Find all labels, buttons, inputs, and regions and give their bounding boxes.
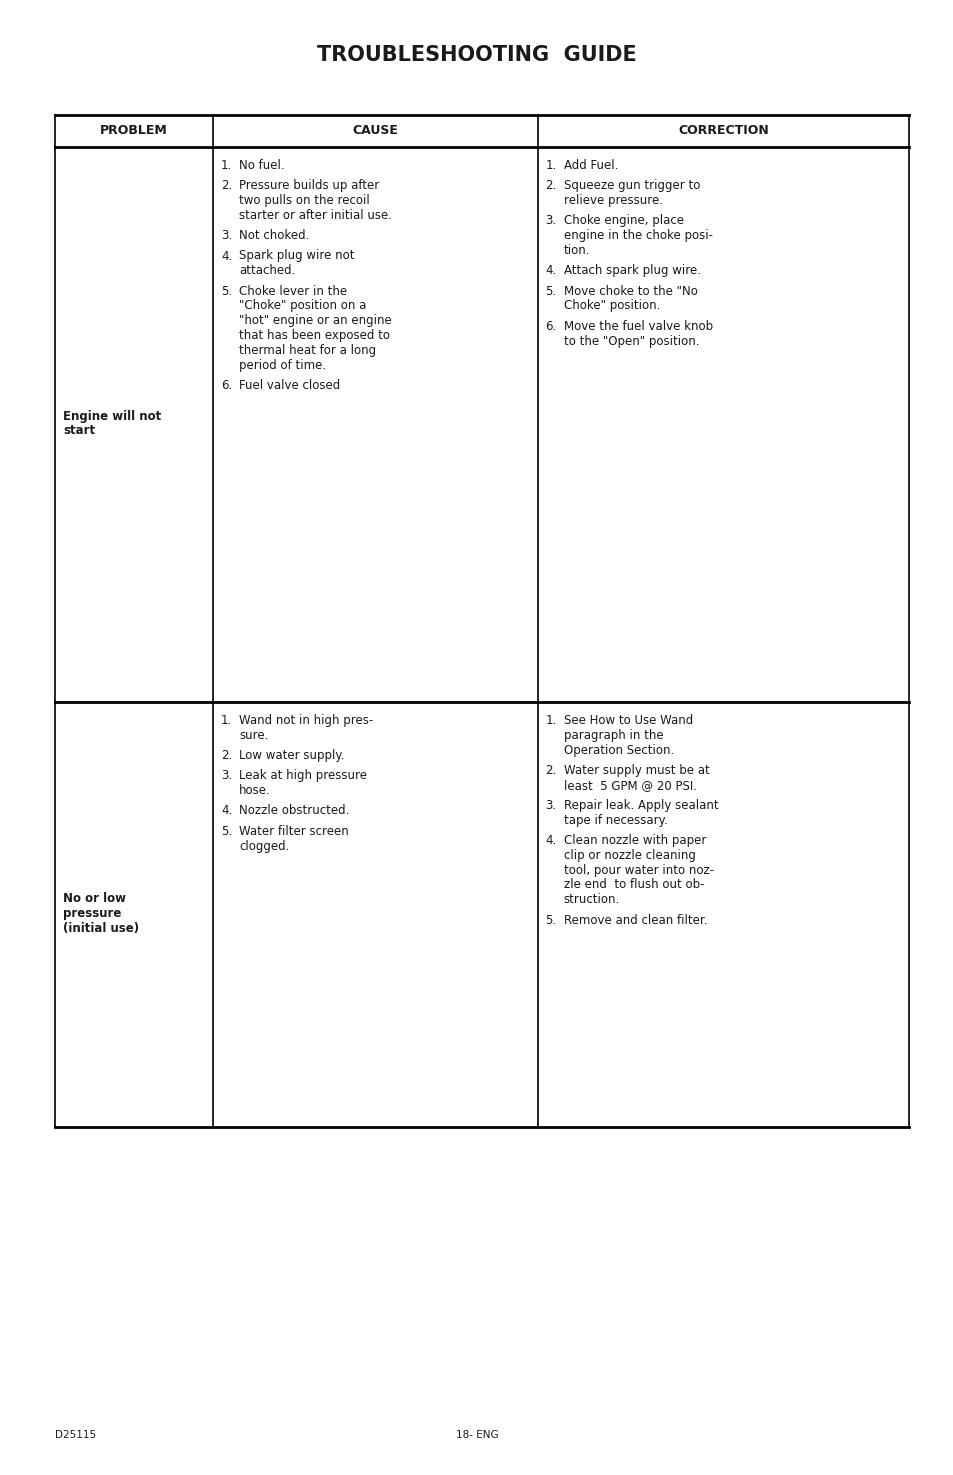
Text: CAUSE: CAUSE	[352, 124, 397, 137]
Text: Remove and clean filter.: Remove and clean filter.	[563, 913, 706, 926]
Text: 3.: 3.	[545, 214, 556, 227]
Text: thermal heat for a long: thermal heat for a long	[239, 344, 375, 357]
Text: Move the fuel valve knob: Move the fuel valve knob	[563, 320, 712, 333]
Text: 4.: 4.	[221, 804, 232, 817]
Text: 1.: 1.	[545, 159, 557, 173]
Text: 6.: 6.	[221, 379, 232, 392]
Text: Engine will not: Engine will not	[63, 410, 161, 423]
Text: start: start	[63, 425, 95, 438]
Text: Wand not in high pres-: Wand not in high pres-	[239, 714, 373, 727]
Text: (initial use): (initial use)	[63, 922, 139, 935]
Text: Spark plug wire not: Spark plug wire not	[239, 249, 355, 263]
Text: 2.: 2.	[545, 180, 557, 192]
Text: starter or after initial use.: starter or after initial use.	[239, 209, 392, 221]
Text: 1.: 1.	[221, 159, 232, 173]
Text: hose.: hose.	[239, 785, 271, 796]
Text: struction.: struction.	[563, 894, 619, 906]
Text: zle end  to flush out ob-: zle end to flush out ob-	[563, 879, 703, 891]
Text: 4.: 4.	[545, 833, 557, 847]
Text: sure.: sure.	[239, 729, 268, 742]
Text: See How to Use Wand: See How to Use Wand	[563, 714, 692, 727]
Text: Water supply must be at: Water supply must be at	[563, 764, 708, 777]
Text: 2.: 2.	[545, 764, 557, 777]
Text: 2.: 2.	[221, 180, 232, 192]
Text: 5.: 5.	[221, 825, 232, 838]
Text: Operation Section.: Operation Section.	[563, 743, 673, 757]
Text: Repair leak. Apply sealant: Repair leak. Apply sealant	[563, 799, 718, 813]
Text: clip or nozzle cleaning: clip or nozzle cleaning	[563, 850, 695, 861]
Text: Nozzle obstructed.: Nozzle obstructed.	[239, 804, 349, 817]
Text: two pulls on the recoil: two pulls on the recoil	[239, 195, 370, 207]
Text: pressure: pressure	[63, 907, 121, 920]
Text: Move choke to the "No: Move choke to the "No	[563, 285, 697, 298]
Text: 18- ENG: 18- ENG	[456, 1429, 497, 1440]
Text: D25115: D25115	[55, 1429, 96, 1440]
Text: 1.: 1.	[545, 714, 557, 727]
Text: 3.: 3.	[545, 799, 556, 813]
Text: PROBLEM: PROBLEM	[100, 124, 168, 137]
Text: 6.: 6.	[545, 320, 557, 333]
Text: 4.: 4.	[545, 264, 557, 277]
Text: Leak at high pressure: Leak at high pressure	[239, 770, 367, 782]
Text: Choke" position.: Choke" position.	[563, 299, 659, 313]
Text: tape if necessary.: tape if necessary.	[563, 814, 666, 827]
Text: Squeeze gun trigger to: Squeeze gun trigger to	[563, 180, 700, 192]
Text: No or low: No or low	[63, 892, 126, 906]
Text: Attach spark plug wire.: Attach spark plug wire.	[563, 264, 700, 277]
Text: TROUBLESHOOTING  GUIDE: TROUBLESHOOTING GUIDE	[316, 46, 637, 65]
Text: Choke lever in the: Choke lever in the	[239, 285, 347, 298]
Text: Fuel valve closed: Fuel valve closed	[239, 379, 340, 392]
Text: paragraph in the: paragraph in the	[563, 729, 662, 742]
Text: Low water supply.: Low water supply.	[239, 749, 344, 763]
Text: clogged.: clogged.	[239, 839, 289, 853]
Text: attached.: attached.	[239, 264, 295, 277]
Text: CORRECTION: CORRECTION	[678, 124, 768, 137]
Text: "Choke" position on a: "Choke" position on a	[239, 299, 366, 313]
Text: Choke engine, place: Choke engine, place	[563, 214, 682, 227]
Text: 1.: 1.	[221, 714, 232, 727]
Text: 3.: 3.	[221, 770, 232, 782]
Text: 4.: 4.	[221, 249, 232, 263]
Text: Clean nozzle with paper: Clean nozzle with paper	[563, 833, 705, 847]
Text: 3.: 3.	[221, 229, 232, 242]
Text: 2.: 2.	[221, 749, 232, 763]
Text: that has been exposed to: that has been exposed to	[239, 329, 390, 342]
Text: Water filter screen: Water filter screen	[239, 825, 349, 838]
Text: least  5 GPM @ 20 PSI.: least 5 GPM @ 20 PSI.	[563, 779, 696, 792]
Text: "hot" engine or an engine: "hot" engine or an engine	[239, 314, 392, 327]
Text: tool, pour water into noz-: tool, pour water into noz-	[563, 864, 713, 876]
Text: Not choked.: Not choked.	[239, 229, 309, 242]
Text: relieve pressure.: relieve pressure.	[563, 195, 661, 207]
Text: 5.: 5.	[545, 285, 556, 298]
Text: to the "Open" position.: to the "Open" position.	[563, 335, 699, 348]
Text: 5.: 5.	[221, 285, 232, 298]
Text: period of time.: period of time.	[239, 358, 326, 372]
Text: engine in the choke posi-: engine in the choke posi-	[563, 229, 712, 242]
Text: Pressure builds up after: Pressure builds up after	[239, 180, 379, 192]
Text: tion.: tion.	[563, 243, 589, 257]
Text: Add Fuel.: Add Fuel.	[563, 159, 618, 173]
Text: 5.: 5.	[545, 913, 556, 926]
Text: No fuel.: No fuel.	[239, 159, 284, 173]
